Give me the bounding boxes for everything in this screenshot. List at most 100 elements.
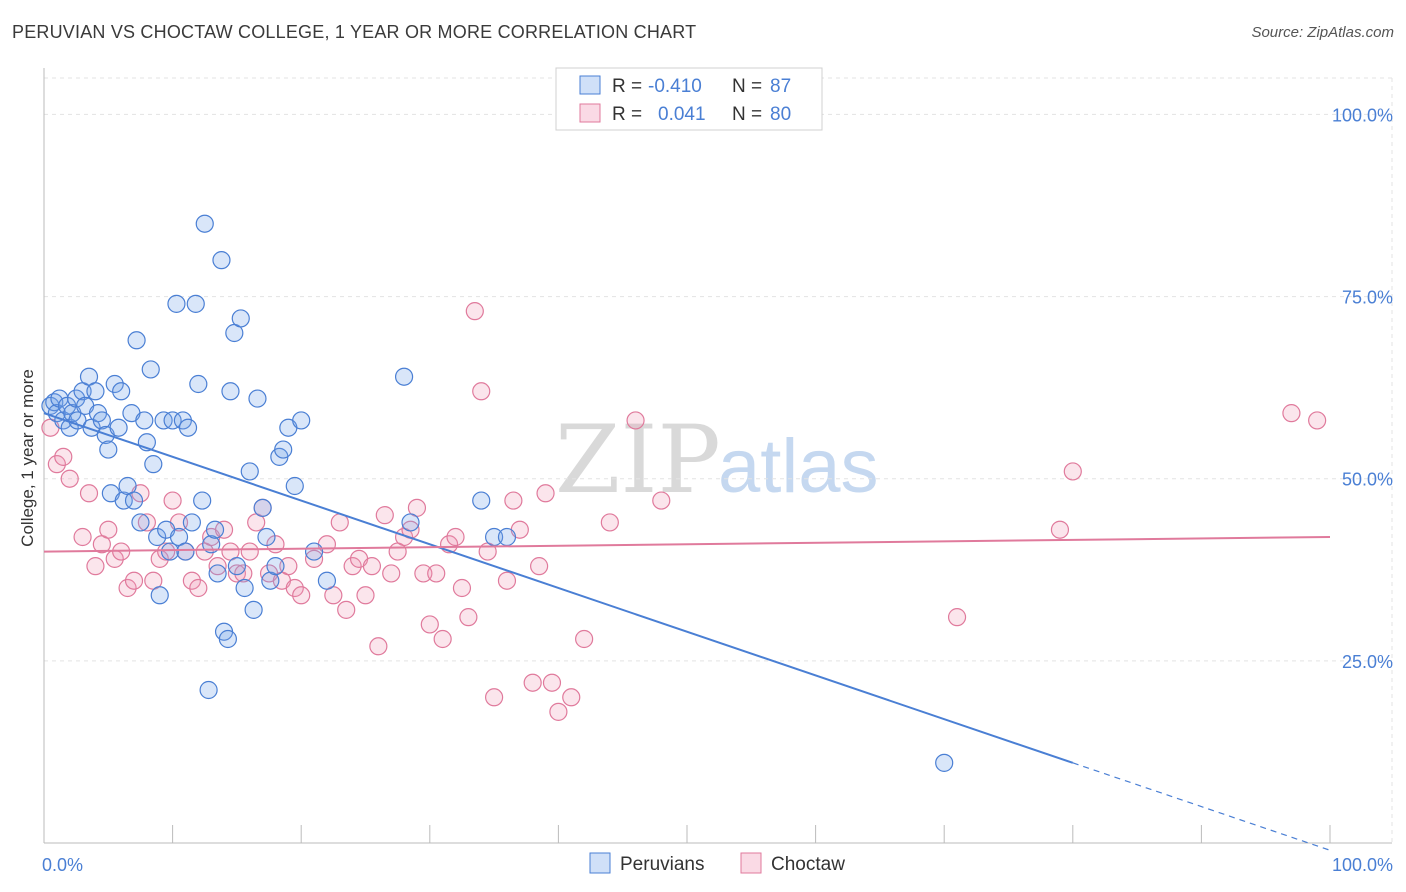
data-point [189, 374, 208, 394]
bottom-legend-swatch-choctaw [740, 852, 762, 874]
data-point [253, 498, 272, 517]
data-point [163, 491, 182, 510]
data-point [167, 294, 186, 313]
data-point [202, 535, 221, 554]
data-point [54, 447, 73, 466]
data-point [189, 578, 208, 598]
data-point [549, 702, 568, 721]
data-point [1282, 404, 1301, 423]
series-legend: Peruvians Choctaw [589, 852, 845, 875]
data-point [285, 578, 304, 598]
data-point [47, 404, 66, 423]
y-tick-label: 75.0% [1342, 288, 1393, 308]
data-point [205, 520, 225, 539]
legend-n-label-blue: N = [732, 76, 762, 97]
data-point [160, 542, 180, 561]
data-point [472, 491, 491, 510]
data-point [99, 440, 118, 459]
trend-line-peruvians [43, 412, 1074, 764]
data-point [274, 440, 293, 459]
y-axis-label: College, 1 year or more [18, 369, 37, 547]
trend-line-choctaw [43, 536, 1331, 553]
data-point [935, 753, 954, 772]
legend-n-value-pink: 80 [770, 104, 791, 125]
data-point [227, 557, 246, 576]
data-point [1050, 520, 1070, 539]
data-point [292, 411, 311, 430]
data-point [221, 382, 240, 401]
data-point [227, 564, 246, 583]
data-point [285, 476, 304, 496]
data-point [452, 578, 472, 598]
data-point [112, 382, 131, 401]
data-point [536, 484, 555, 503]
data-point [182, 513, 201, 532]
data-point [79, 484, 99, 503]
data-point [195, 214, 214, 233]
data-point [212, 251, 231, 270]
data-point [542, 673, 562, 692]
data-point [304, 549, 324, 568]
data-point [92, 411, 111, 430]
series-peruvians-points [41, 214, 954, 772]
source-label: Source: ZipAtlas.com [1251, 24, 1394, 41]
data-point [362, 557, 382, 576]
data-point [652, 491, 671, 510]
data-point [337, 600, 356, 619]
data-point [485, 688, 504, 707]
data-point [292, 586, 311, 605]
watermark-atlas: atlas [718, 424, 879, 509]
data-point [427, 564, 446, 583]
data-point [947, 608, 967, 627]
data-point [118, 578, 137, 598]
data-point [235, 578, 254, 598]
data-point [47, 455, 66, 474]
data-point [266, 557, 285, 576]
data-point [141, 360, 160, 379]
data-point [124, 571, 144, 590]
data-point [176, 542, 195, 561]
data-point [199, 680, 218, 700]
axes [43, 68, 1392, 844]
data-point [497, 571, 517, 590]
data-point [523, 673, 542, 692]
x-tick-label: 100.0% [1332, 855, 1393, 875]
data-point [60, 469, 79, 488]
data-point [248, 389, 267, 408]
data-point [157, 542, 176, 561]
chart-title: PERUVIAN VS CHOCTAW COLLEGE, 1 YEAR OR M… [12, 22, 697, 42]
data-point [186, 294, 205, 313]
data-point [244, 600, 263, 619]
data-point [234, 564, 253, 583]
data-point [218, 629, 237, 649]
data-point [257, 527, 276, 547]
data-point [240, 462, 259, 481]
data-point [109, 418, 128, 437]
y-tick-label: 50.0% [1342, 470, 1393, 490]
data-point [504, 491, 523, 510]
data-point [375, 506, 394, 525]
data-point [150, 586, 169, 605]
data-point [208, 564, 227, 583]
data-point [68, 411, 87, 430]
bottom-legend-swatch-peruvians [589, 852, 611, 874]
data-point [420, 615, 439, 634]
data-point [105, 374, 124, 394]
legend-r-label-pink: R = [612, 104, 642, 125]
data-point [137, 513, 156, 532]
data-point [99, 520, 118, 539]
data-point [530, 557, 549, 576]
data-point [231, 309, 250, 328]
data-point [163, 411, 182, 430]
data-point [135, 411, 154, 430]
data-point [369, 637, 388, 656]
data-point [304, 542, 324, 561]
data-point [465, 302, 484, 321]
data-point [401, 513, 420, 532]
tick-labels: 25.0% 50.0% 75.0% 100.0% 0.0% 100.0% [42, 105, 1393, 875]
legend-n-value-blue: 87 [770, 76, 791, 97]
data-point [279, 557, 298, 576]
legend-swatch-blue [579, 75, 601, 95]
legend-r-value-blue: -0.410 [648, 76, 702, 97]
